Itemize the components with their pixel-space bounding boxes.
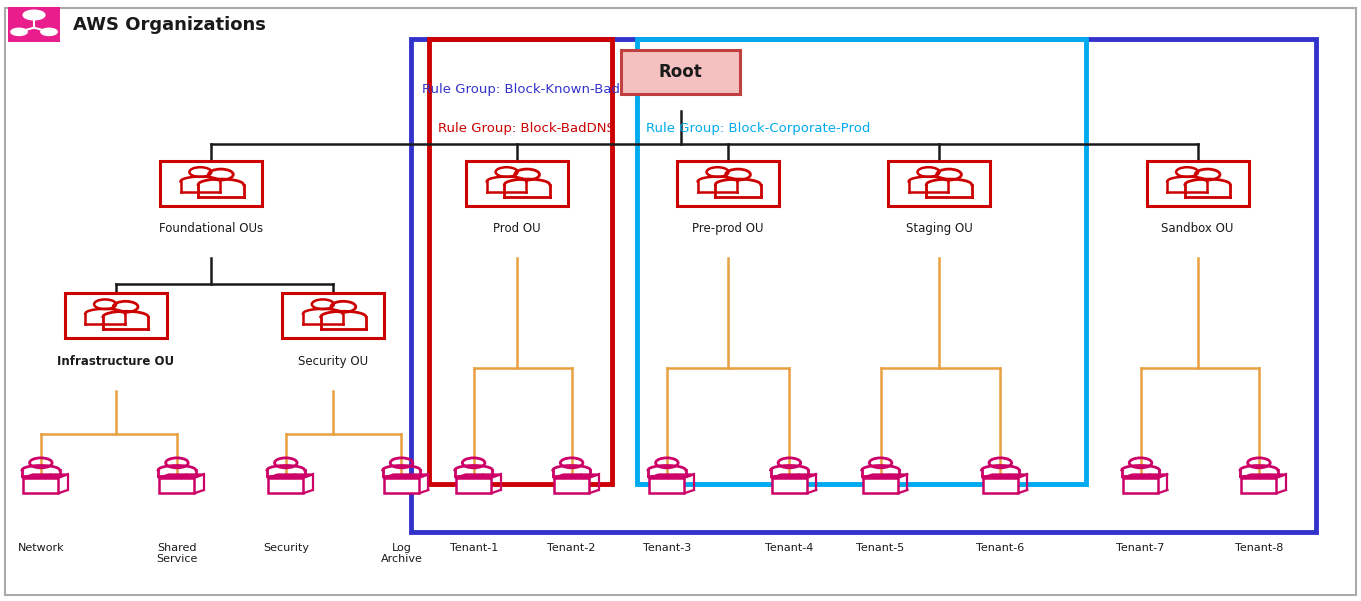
Bar (1241, 478, 1277, 493)
Bar (983, 478, 1018, 493)
Text: Tenant-8: Tenant-8 (1234, 543, 1283, 553)
Bar (637, 39, 1086, 484)
Text: Tenant-4: Tenant-4 (765, 543, 814, 553)
Bar (283, 293, 384, 338)
Text: Sandbox OU: Sandbox OU (1161, 222, 1234, 236)
Bar (1147, 161, 1248, 206)
Text: Security: Security (263, 543, 309, 553)
Text: Tenant-3: Tenant-3 (642, 543, 691, 553)
Text: Rule Group: Block-Known-Bad-IP's: Rule Group: Block-Known-Bad-IP's (422, 83, 646, 96)
Circle shape (41, 28, 57, 35)
Text: AWS Organizations: AWS Organizations (73, 16, 267, 34)
Bar (411, 39, 1316, 532)
Text: Staging OU: Staging OU (905, 222, 973, 236)
Circle shape (23, 10, 45, 20)
Text: Tenant-6: Tenant-6 (976, 543, 1025, 553)
Bar (23, 478, 59, 493)
Text: Rule Group: Block-BadDNS: Rule Group: Block-BadDNS (438, 122, 615, 135)
Bar (467, 161, 568, 206)
Text: Tenant-1: Tenant-1 (449, 543, 498, 553)
Text: Pre-prod OU: Pre-prod OU (693, 222, 764, 236)
Text: Shared
Service: Shared Service (157, 543, 197, 564)
Text: Log
Archive: Log Archive (381, 543, 422, 564)
Bar (8, 7, 60, 42)
Bar (554, 478, 589, 493)
Bar (65, 293, 166, 338)
Bar (429, 39, 612, 484)
Bar (772, 478, 807, 493)
Bar (456, 478, 491, 493)
Text: Foundational OUs: Foundational OUs (159, 222, 263, 236)
Text: Infrastructure OU: Infrastructure OU (57, 355, 174, 368)
Text: Rule Group: Block-Corporate-Prod: Rule Group: Block-Corporate-Prod (646, 122, 871, 135)
Bar (1123, 478, 1158, 493)
Bar (621, 50, 740, 94)
Bar (678, 161, 778, 206)
Bar (384, 478, 419, 493)
Bar (161, 161, 261, 206)
Bar (649, 478, 685, 493)
Text: Tenant-7: Tenant-7 (1116, 543, 1165, 553)
Text: Network: Network (18, 543, 64, 553)
Bar (159, 478, 195, 493)
Text: Root: Root (659, 63, 702, 81)
Text: Security OU: Security OU (298, 355, 369, 368)
Bar (268, 478, 304, 493)
Bar (889, 161, 989, 206)
Text: Tenant-5: Tenant-5 (856, 543, 905, 553)
Bar (863, 478, 898, 493)
Text: Prod OU: Prod OU (494, 222, 540, 236)
Text: Tenant-2: Tenant-2 (547, 543, 596, 553)
Circle shape (11, 28, 27, 35)
